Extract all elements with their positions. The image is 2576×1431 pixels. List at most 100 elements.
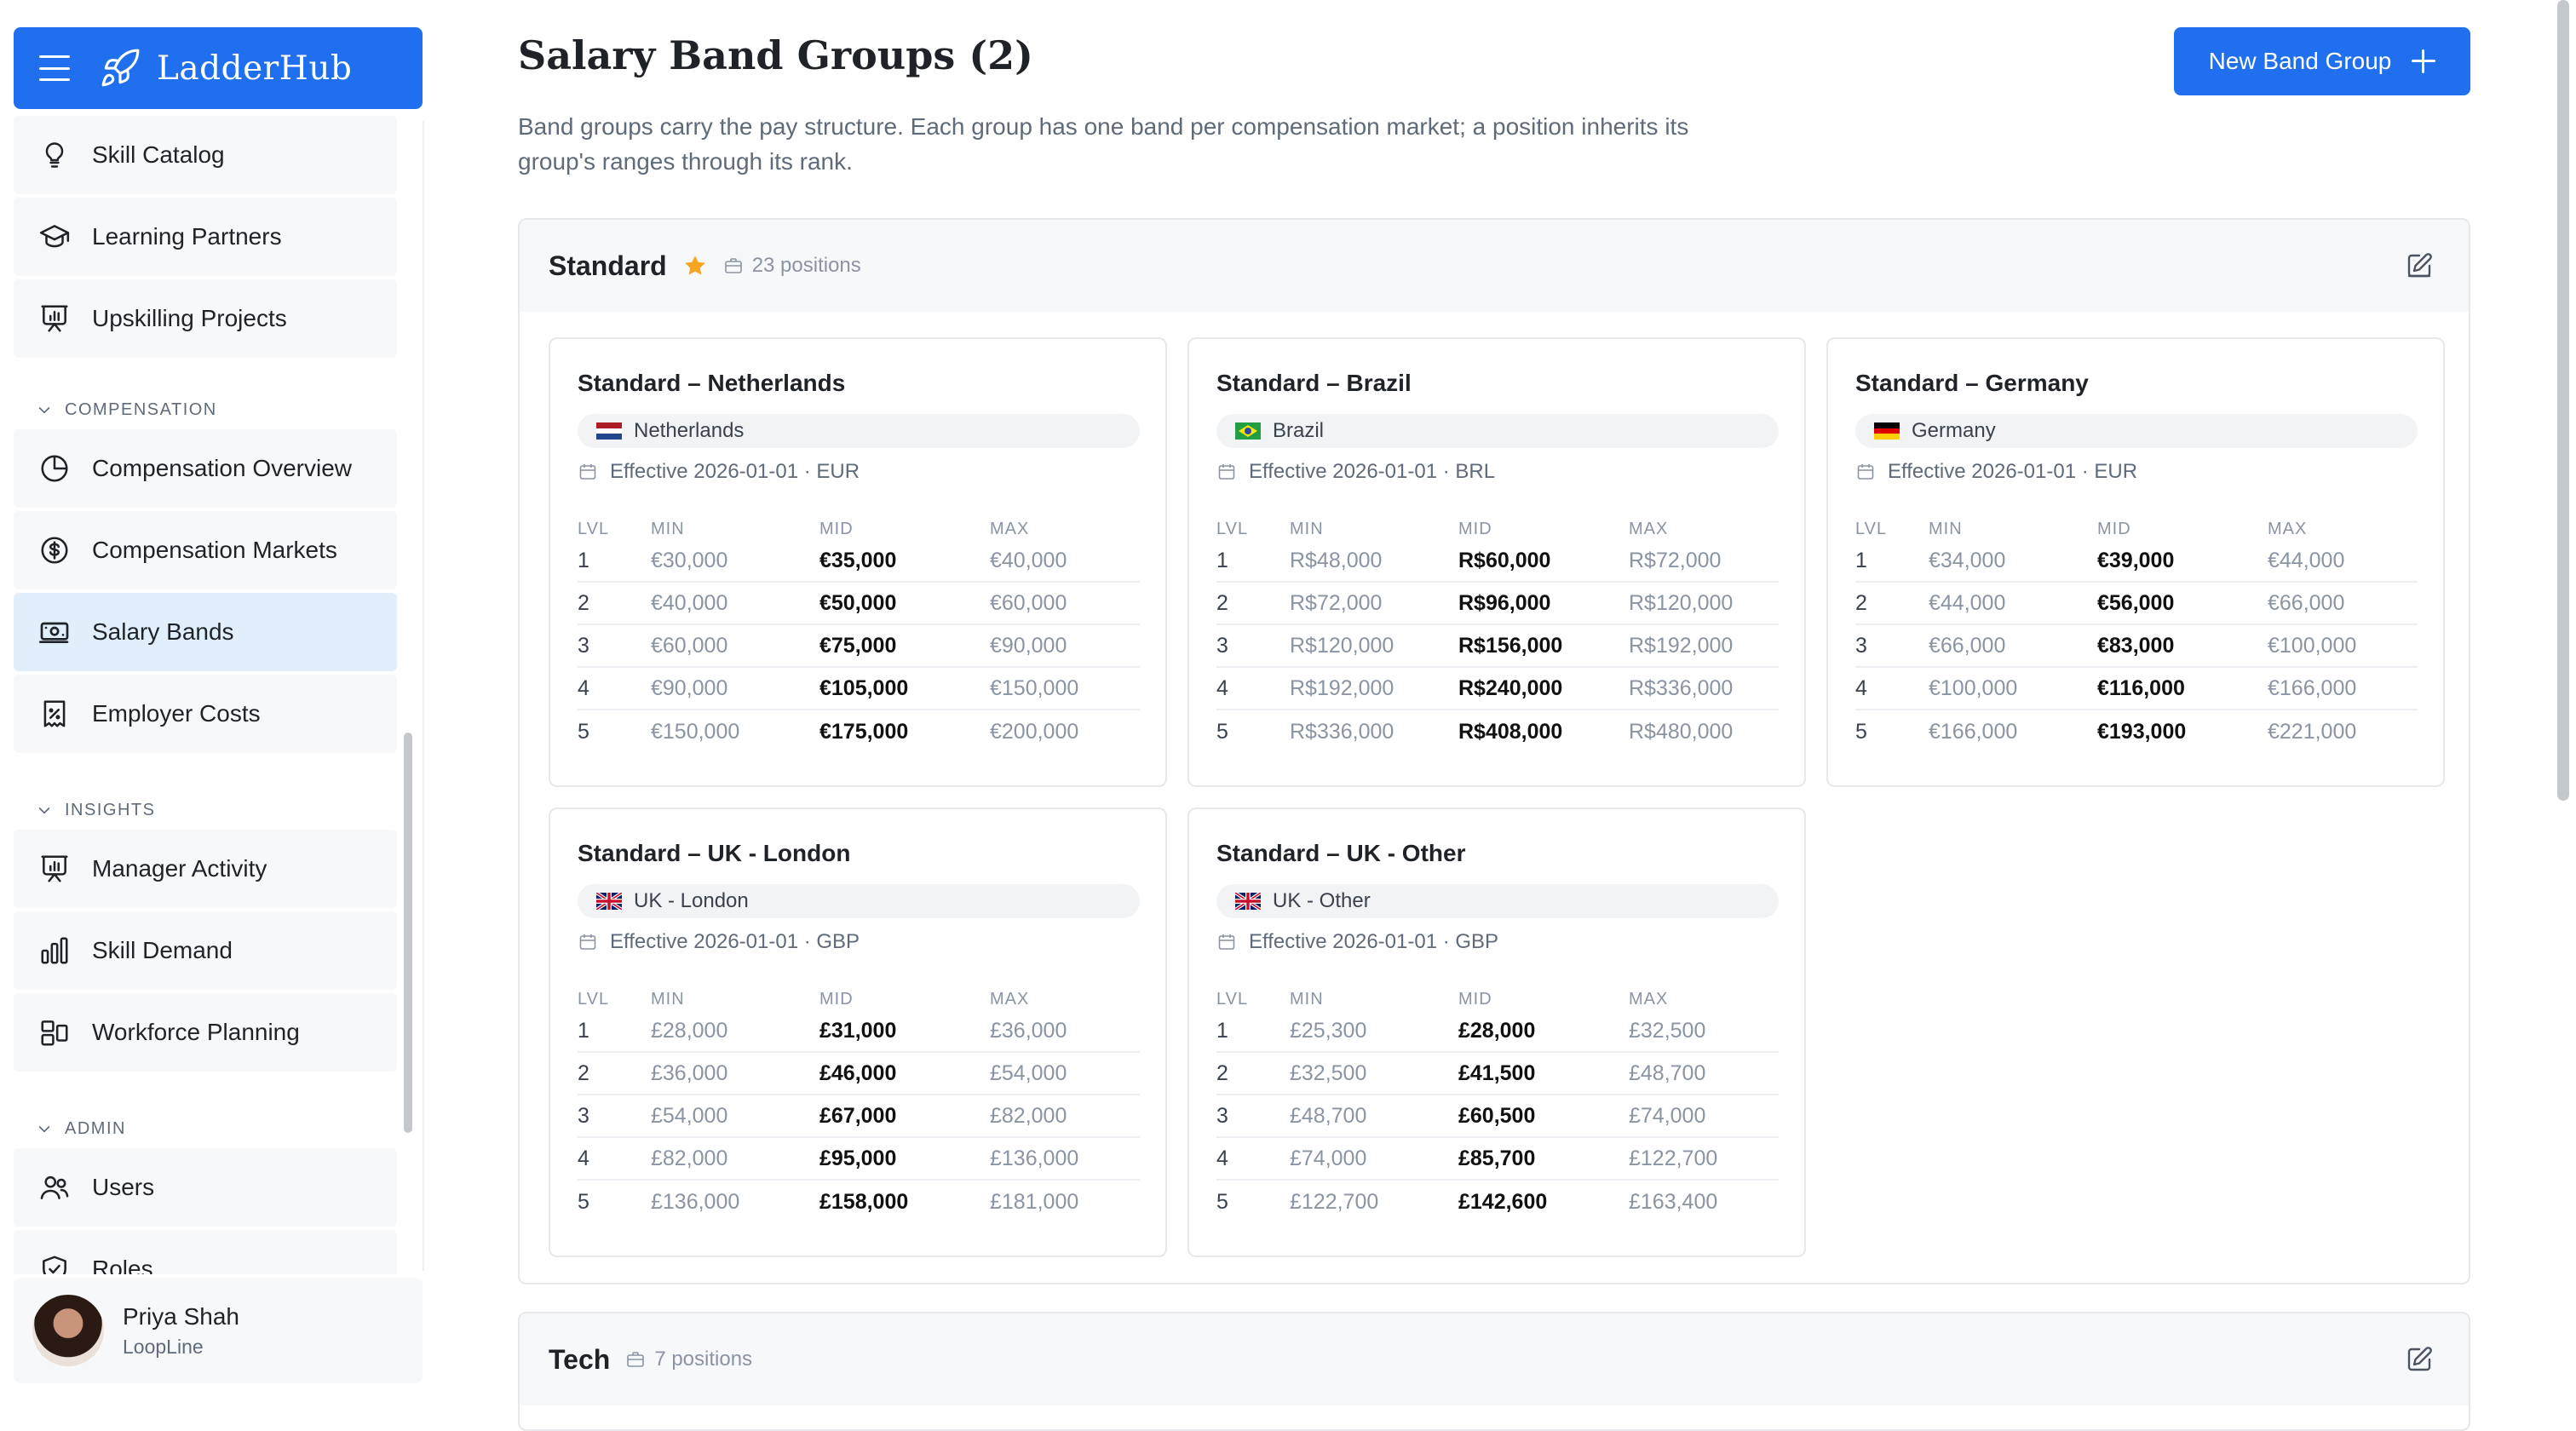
band-card: Standard – Netherlands Netherlands Effecti… (549, 337, 1167, 787)
position-count: 7 positions (625, 1348, 752, 1371)
cell-max: €60,000 (990, 590, 1067, 615)
dollar-circle-icon (36, 532, 73, 569)
header-min: MIN (1290, 989, 1324, 1009)
sidebar-item-label: Skill Catalog (92, 141, 225, 168)
cell-min: £36,000 (651, 1060, 728, 1085)
edit-icon[interactable] (2404, 250, 2435, 281)
sidebar-item-skill-catalog[interactable]: Skill Catalog (14, 116, 397, 194)
band-title: Standard – UK - Other (1216, 840, 1466, 866)
cell-level: 5 (578, 1189, 589, 1214)
chevron-down-icon (38, 807, 50, 814)
page-title: Salary Band Groups (2) (518, 32, 1033, 78)
chevron-down-icon (38, 1125, 50, 1133)
sidebar-item-compensation-overview[interactable]: Compensation Overview (14, 429, 397, 508)
briefcase-icon (724, 258, 742, 273)
cell-max: £163,400 (1629, 1189, 1718, 1214)
sidebar-item-roles[interactable]: Roles (14, 1230, 397, 1274)
header-mid: MID (1458, 989, 1492, 1009)
cell-mid: £85,700 (1458, 1146, 1536, 1170)
presentation-chart-icon (36, 850, 73, 888)
sidebar-item-salary-bands[interactable]: Salary Bands (14, 593, 397, 671)
band-card: Standard – UK - London UK - London Effecti… (549, 807, 1167, 1257)
sidebar-item-label: Compensation Overview (92, 455, 353, 481)
flag-uk-icon (1235, 893, 1261, 910)
cell-min: R$120,000 (1290, 633, 1394, 658)
cell-min: R$336,000 (1290, 719, 1394, 744)
page-scrollbar[interactable] (2557, 0, 2569, 801)
cell-min: R$48,000 (1290, 548, 1383, 572)
avatar (32, 1295, 104, 1366)
band-row: 3 £54,000 £67,000 £82,000 (578, 1095, 1140, 1138)
users-icon (36, 1169, 73, 1206)
section-compensation[interactable]: COMPENSATION (36, 397, 217, 422)
header-min: MIN (651, 989, 685, 1009)
sidebar-item-compensation-markets[interactable]: Compensation Markets (14, 511, 397, 589)
sidebar-scrollbar[interactable] (404, 733, 412, 1133)
group-name: Standard (549, 250, 667, 281)
page-description: Band groups carry the pay structure. Eac… (518, 113, 1689, 175)
band-group-tech: Tech 7 positions (518, 1312, 2470, 1431)
band-row: 4 R$192,000 R$240,000 R$336,000 (1216, 668, 1779, 710)
sidebar: LadderHub Skill Catalog Learning Partner… (0, 0, 426, 1409)
position-count: 23 positions (723, 254, 861, 278)
cell-level: 3 (1216, 633, 1228, 658)
cell-min: £136,000 (651, 1189, 740, 1214)
header-lvl: LVL (1855, 519, 1888, 538)
band-row: 3 €60,000 €75,000 €90,000 (578, 625, 1140, 668)
cell-min: €40,000 (651, 590, 728, 615)
sidebar-item-manager-activity[interactable]: Manager Activity (14, 830, 397, 908)
cell-level: 4 (1216, 1146, 1228, 1170)
effective-label: Effective 2026-01-01 · EUR (610, 460, 860, 483)
sidebar-item-workforce-planning[interactable]: Workforce Planning (14, 993, 397, 1072)
sidebar-item-learning-partners[interactable]: Learning Partners (14, 198, 397, 276)
section-insights[interactable]: INSIGHTS (36, 797, 155, 823)
cell-min: £48,700 (1290, 1103, 1367, 1128)
cell-mid: £142,600 (1458, 1189, 1548, 1214)
header-max: MAX (1629, 989, 1669, 1009)
sidebar-item-upskilling-projects[interactable]: Upskilling Projects (14, 279, 397, 358)
effective-label: Effective 2026-01-01 · GBP (610, 930, 860, 953)
sidebar-item-label: Salary Bands (92, 618, 234, 645)
sidebar-item-employer-costs[interactable]: Employer Costs (14, 675, 397, 753)
band-row: 2 £36,000 £46,000 £54,000 (578, 1053, 1140, 1095)
user-profile[interactable]: Priya Shah LoopLine (14, 1278, 423, 1383)
effective-date: Effective 2026-01-01 · GBP (578, 930, 860, 954)
sidebar-item-users[interactable]: Users (14, 1148, 397, 1227)
band-title: Standard – UK - London (578, 840, 851, 866)
effective-label: Effective 2026-01-01 · GBP (1249, 930, 1499, 953)
band-row: 5 €166,000 €193,000 €221,000 (1855, 710, 2418, 753)
section-title: COMPENSATION (65, 399, 217, 419)
new-band-group-label: New Band Group (2208, 48, 2392, 74)
edit-icon[interactable] (2404, 1344, 2435, 1375)
sidebar-item-label: Upskilling Projects (92, 305, 287, 331)
band-row: 2 €44,000 €56,000 €66,000 (1855, 583, 2418, 625)
effective-label: Effective 2026-01-01 · EUR (1888, 460, 2138, 483)
cell-max: €66,000 (2268, 590, 2345, 615)
group-header: Standard 23 positions (520, 220, 2469, 312)
cell-level: 2 (1216, 590, 1228, 615)
user-org: LoopLine (123, 1335, 204, 1358)
presentation-chart-icon (36, 300, 73, 337)
band-row: 1 £28,000 £31,000 £36,000 (578, 1010, 1140, 1053)
cell-max: €221,000 (2268, 719, 2357, 744)
calendar-icon (579, 934, 596, 950)
rocket-icon (101, 49, 140, 87)
cell-level: 5 (1216, 719, 1228, 744)
band-row: 2 R$72,000 R$96,000 R$120,000 (1216, 583, 1779, 625)
cell-mid: R$60,000 (1458, 548, 1551, 572)
menu-icon[interactable] (39, 55, 70, 81)
cell-min: €30,000 (651, 548, 728, 572)
brand-header: LadderHub (14, 27, 423, 109)
cell-mid: €116,000 (2097, 675, 2185, 700)
cell-level: 3 (1855, 633, 1867, 658)
cell-max: £32,500 (1629, 1018, 1706, 1043)
sidebar-item-skill-demand[interactable]: Skill Demand (14, 911, 397, 990)
shield-check-icon (36, 1250, 73, 1274)
flag-germany-icon (1874, 422, 1900, 440)
cell-level: 4 (1216, 675, 1228, 700)
cell-min: £82,000 (651, 1146, 728, 1170)
new-band-group-button[interactable]: New Band Group (2174, 27, 2470, 95)
section-admin[interactable]: ADMIN (36, 1116, 126, 1141)
band-row: 1 €30,000 €35,000 €40,000 (578, 540, 1140, 583)
cell-max: R$192,000 (1629, 633, 1734, 658)
